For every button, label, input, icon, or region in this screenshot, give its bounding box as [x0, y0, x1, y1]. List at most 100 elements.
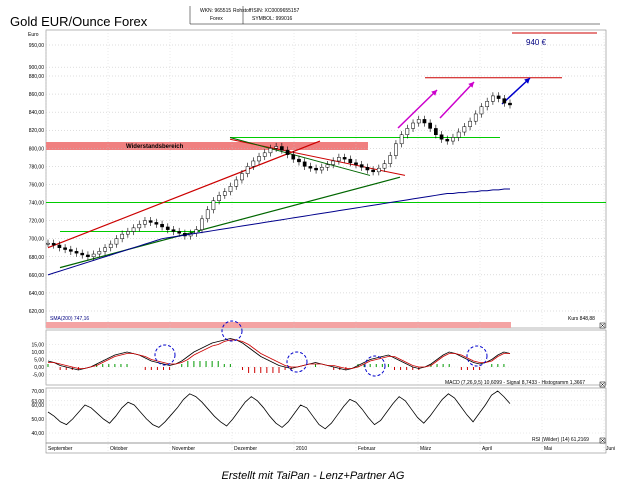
sma-label: SMA(200) 747,16 — [50, 316, 89, 322]
candle — [428, 122, 432, 129]
y-tick-label: 820,00 — [29, 128, 45, 134]
candle — [165, 226, 170, 230]
close-icon[interactable] — [599, 437, 606, 444]
candle — [297, 158, 301, 163]
candle — [240, 173, 244, 181]
y-tick-label: 760,00 — [29, 182, 45, 188]
candle — [177, 231, 182, 234]
rsi-tick-label: 70,00 — [31, 389, 44, 395]
candle — [325, 164, 330, 168]
candle — [365, 167, 370, 171]
wkn-label: WKN: 965515 — [200, 8, 232, 14]
crossover-circle — [364, 355, 386, 377]
signal-line — [48, 339, 510, 369]
candle — [473, 113, 478, 122]
target-label: 940 € — [526, 38, 547, 47]
sma-bar — [46, 322, 511, 328]
x-tick-label: Februar — [358, 446, 376, 452]
x-tick-label: Juni — [606, 446, 615, 452]
candle — [348, 158, 353, 164]
macd-line — [47, 338, 511, 371]
candle — [468, 120, 472, 127]
close-icon[interactable] — [599, 381, 606, 388]
x-tick-label: September — [48, 446, 73, 452]
crossover-circle — [154, 344, 176, 366]
candle — [68, 249, 73, 252]
x-tick-label: Mai — [544, 446, 552, 452]
candle — [285, 149, 290, 155]
close-icon[interactable] — [599, 322, 606, 329]
y-tick-label: 680,00 — [29, 255, 45, 261]
macd-tick-label: 10,00 — [31, 350, 44, 356]
candle — [319, 167, 324, 171]
candle — [103, 247, 107, 252]
candle — [120, 233, 124, 239]
candle — [308, 166, 313, 169]
candle — [399, 134, 404, 145]
candle — [382, 163, 387, 169]
candle — [148, 220, 153, 223]
macd-tick-label: 0,00 — [34, 365, 44, 371]
rsi-tick-label: 50,00 — [31, 417, 44, 423]
x-tick-label: März — [420, 446, 432, 452]
x-tick-label: Oktober — [110, 446, 128, 452]
candle — [314, 167, 318, 171]
candle — [439, 134, 444, 140]
candle — [205, 209, 210, 220]
candle — [388, 155, 393, 164]
candle — [376, 167, 381, 173]
symbol-label: SYMBOL: 999016 — [252, 16, 293, 22]
trend-line — [229, 136, 371, 176]
candle — [143, 220, 147, 225]
candle — [342, 157, 347, 160]
candle — [234, 179, 239, 187]
trend-arrow — [397, 89, 438, 129]
arrow-head — [524, 78, 530, 84]
macd-tick-label: 15,00 — [31, 343, 44, 349]
trend-line — [47, 140, 321, 249]
candle — [479, 106, 484, 115]
candle — [108, 243, 113, 248]
candle — [274, 146, 278, 149]
candle — [502, 98, 507, 104]
crossover-circle — [466, 345, 488, 367]
candle — [462, 126, 467, 133]
trend-line — [59, 176, 401, 269]
macd-tick-label: -5,00 — [33, 373, 45, 379]
y-tick-label: 860,00 — [29, 92, 45, 98]
candle — [359, 164, 364, 168]
candle — [86, 254, 90, 258]
candle — [434, 128, 438, 136]
candle — [416, 119, 421, 124]
y-tick-label: 880,00 — [29, 74, 45, 80]
candle — [200, 218, 204, 230]
rsi-tick-label: 60,00 — [31, 403, 44, 409]
arrow-head — [431, 90, 437, 96]
candle — [485, 101, 490, 107]
arrow-head — [468, 82, 474, 88]
candle — [97, 251, 102, 255]
x-tick-label: April — [482, 446, 492, 452]
crossover-circle — [286, 351, 308, 373]
crossover-circle — [221, 320, 243, 342]
candle — [371, 169, 375, 173]
y-tick-label: 900,00 — [29, 65, 45, 71]
x-tick-label: Dezember — [234, 446, 257, 452]
candle — [160, 223, 164, 228]
candle — [280, 146, 284, 151]
candle — [422, 119, 427, 124]
candle — [131, 227, 136, 232]
candle — [257, 156, 261, 162]
candle — [456, 131, 461, 138]
y-tick-label: 740,00 — [29, 201, 45, 207]
footer-caption: Erstellt mit TaiPan - Lenz+Partner AG — [221, 470, 405, 482]
sma200-line — [47, 188, 510, 276]
candle — [262, 152, 267, 157]
type-label-2: Forex — [210, 16, 223, 22]
candle — [63, 247, 67, 250]
x-tick-label: November — [172, 446, 195, 452]
x-tick-label: 2010 — [296, 446, 307, 452]
candle — [394, 143, 398, 156]
candle — [354, 162, 358, 165]
